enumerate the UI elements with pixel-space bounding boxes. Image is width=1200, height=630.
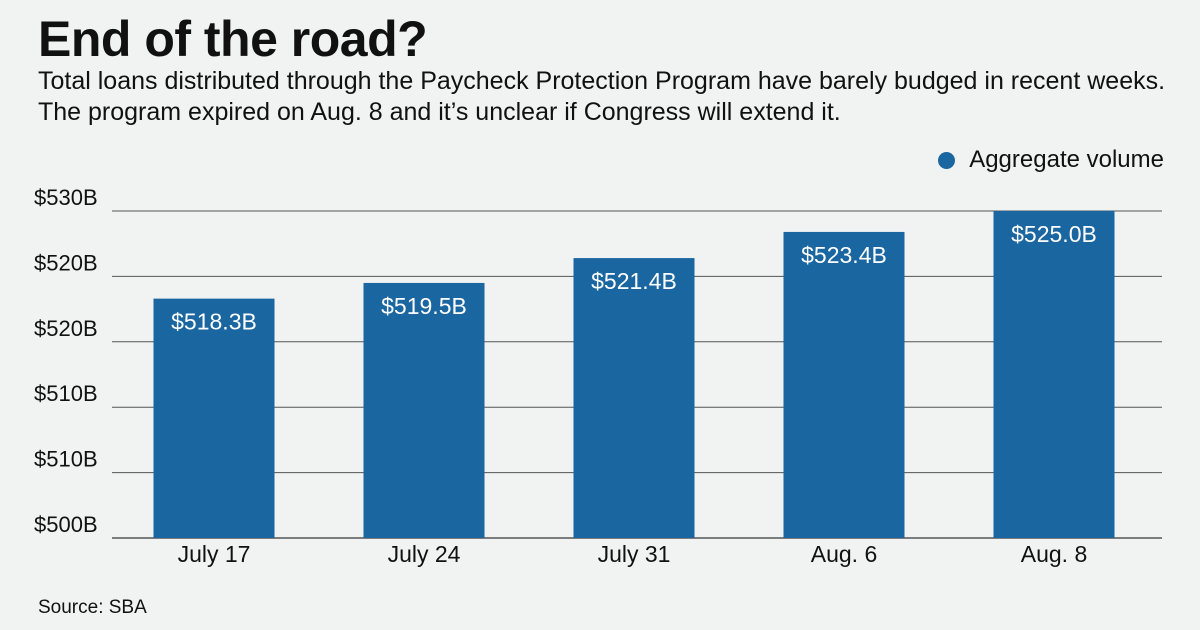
legend-marker bbox=[938, 151, 956, 169]
y-tick-label: $520B bbox=[34, 316, 98, 341]
x-tick-label: July 31 bbox=[598, 541, 671, 567]
bar bbox=[993, 211, 1115, 538]
data-label: $525.0B bbox=[1011, 221, 1097, 247]
y-tick-label: $530B bbox=[34, 185, 98, 210]
source-note: Source: SBA bbox=[38, 597, 147, 618]
bar bbox=[363, 282, 485, 538]
data-label: $518.3B bbox=[171, 309, 257, 335]
legend: Aggregate volume bbox=[938, 146, 1164, 174]
data-label: $523.4B bbox=[801, 242, 887, 268]
data-label: $519.5B bbox=[381, 293, 467, 319]
y-tick-label: $500B bbox=[34, 512, 98, 537]
bar bbox=[573, 258, 695, 538]
bar bbox=[153, 298, 275, 538]
y-tick-label: $520B bbox=[34, 250, 98, 275]
chart-subtitle: Total loans distributed through the Payc… bbox=[38, 67, 1166, 126]
data-label: $521.4B bbox=[591, 268, 677, 294]
x-tick-label: July 24 bbox=[388, 541, 461, 567]
bar bbox=[783, 231, 905, 539]
chart-title: End of the road? bbox=[38, 11, 428, 67]
x-tick-label: Aug. 6 bbox=[811, 541, 878, 567]
x-tick-label: July 17 bbox=[178, 541, 251, 567]
y-tick-label: $510B bbox=[34, 447, 98, 472]
x-tick-label: Aug. 8 bbox=[1021, 541, 1088, 567]
legend-label: Aggregate volume bbox=[969, 146, 1164, 173]
y-tick-label: $510B bbox=[34, 381, 98, 406]
